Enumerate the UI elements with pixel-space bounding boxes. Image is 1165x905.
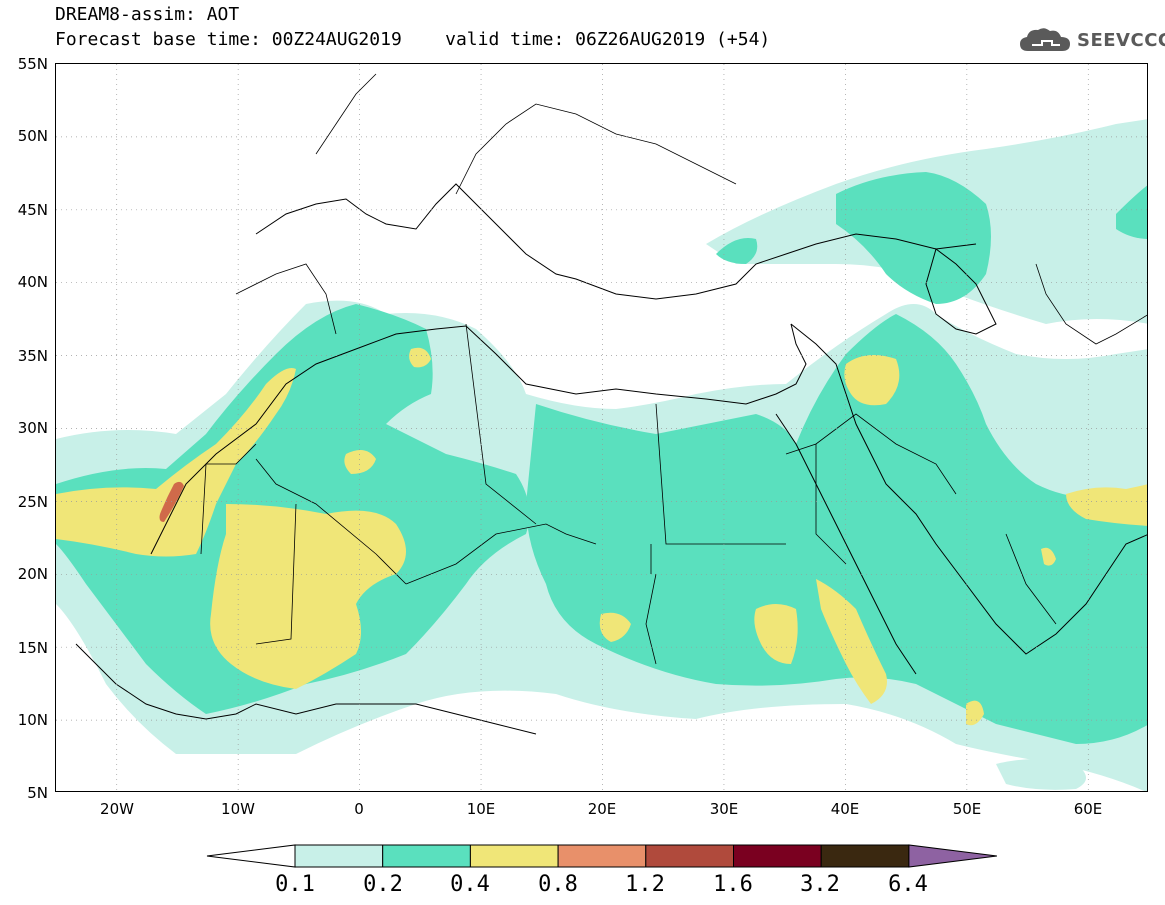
colorbar-segment (645, 844, 734, 868)
lon-label: 50E (952, 800, 982, 818)
aot-contour-0.4 (56, 347, 1147, 726)
lat-label: 20N (17, 565, 48, 583)
lat-label: 55N (17, 55, 48, 73)
colorbar-label: 1.6 (713, 872, 753, 897)
colorbar-segment (382, 844, 471, 868)
lat-label: 40N (17, 273, 48, 291)
colorbar-segment (469, 844, 559, 868)
grid-lines (56, 64, 1147, 791)
colorbar-label: 0.8 (538, 872, 578, 897)
colorbar-extend-high (908, 844, 997, 868)
cloud-icon (1020, 28, 1070, 51)
colorbar-label: 0.4 (450, 872, 490, 897)
colorbar-label: 0.2 (363, 872, 403, 897)
colorbar-label: 3.2 (800, 872, 840, 897)
lat-label: 45N (17, 201, 48, 219)
lat-label: 35N (17, 347, 48, 365)
lon-label: 20E (587, 800, 617, 818)
colorbar-extend-low (206, 844, 296, 868)
lon-label: 0 (354, 800, 364, 818)
lat-label: 25N (17, 493, 48, 511)
seevccc-logo: SEEVCCC (1018, 26, 1165, 54)
logo-text: SEEVCCC (1077, 29, 1165, 51)
forecast-time-line: Forecast base time: 00Z24AUG2019 valid t… (55, 29, 771, 50)
colorbar-segment (820, 844, 910, 868)
lon-label: 10E (466, 800, 496, 818)
lat-label: 10N (17, 711, 48, 729)
lon-label: 60E (1073, 800, 1103, 818)
lon-label: 30E (709, 800, 739, 818)
lon-label: 10W (221, 800, 255, 818)
colorbar-segment (294, 844, 384, 868)
colorbar-label: 0.1 (275, 872, 315, 897)
map-title: DREAM8-assim: AOT (55, 4, 240, 25)
aot-contour-0.8 (159, 481, 184, 522)
lat-label: 15N (17, 639, 48, 657)
coastlines (75, 183, 1147, 735)
lon-label: 20W (100, 800, 134, 818)
map-area (55, 63, 1148, 792)
aot-map (56, 64, 1147, 791)
colorbar-label: 1.2 (625, 872, 665, 897)
colorbar-svg (206, 844, 997, 868)
colorbar-segment (557, 844, 647, 868)
lat-label: 30N (17, 419, 48, 437)
lon-label: 40E (830, 800, 860, 818)
lat-label: 50N (17, 127, 48, 145)
lat-label: 5N (27, 784, 48, 802)
colorbar (205, 842, 1000, 874)
colorbar-label: 6.4 (888, 872, 928, 897)
colorbar-segment (733, 844, 822, 868)
